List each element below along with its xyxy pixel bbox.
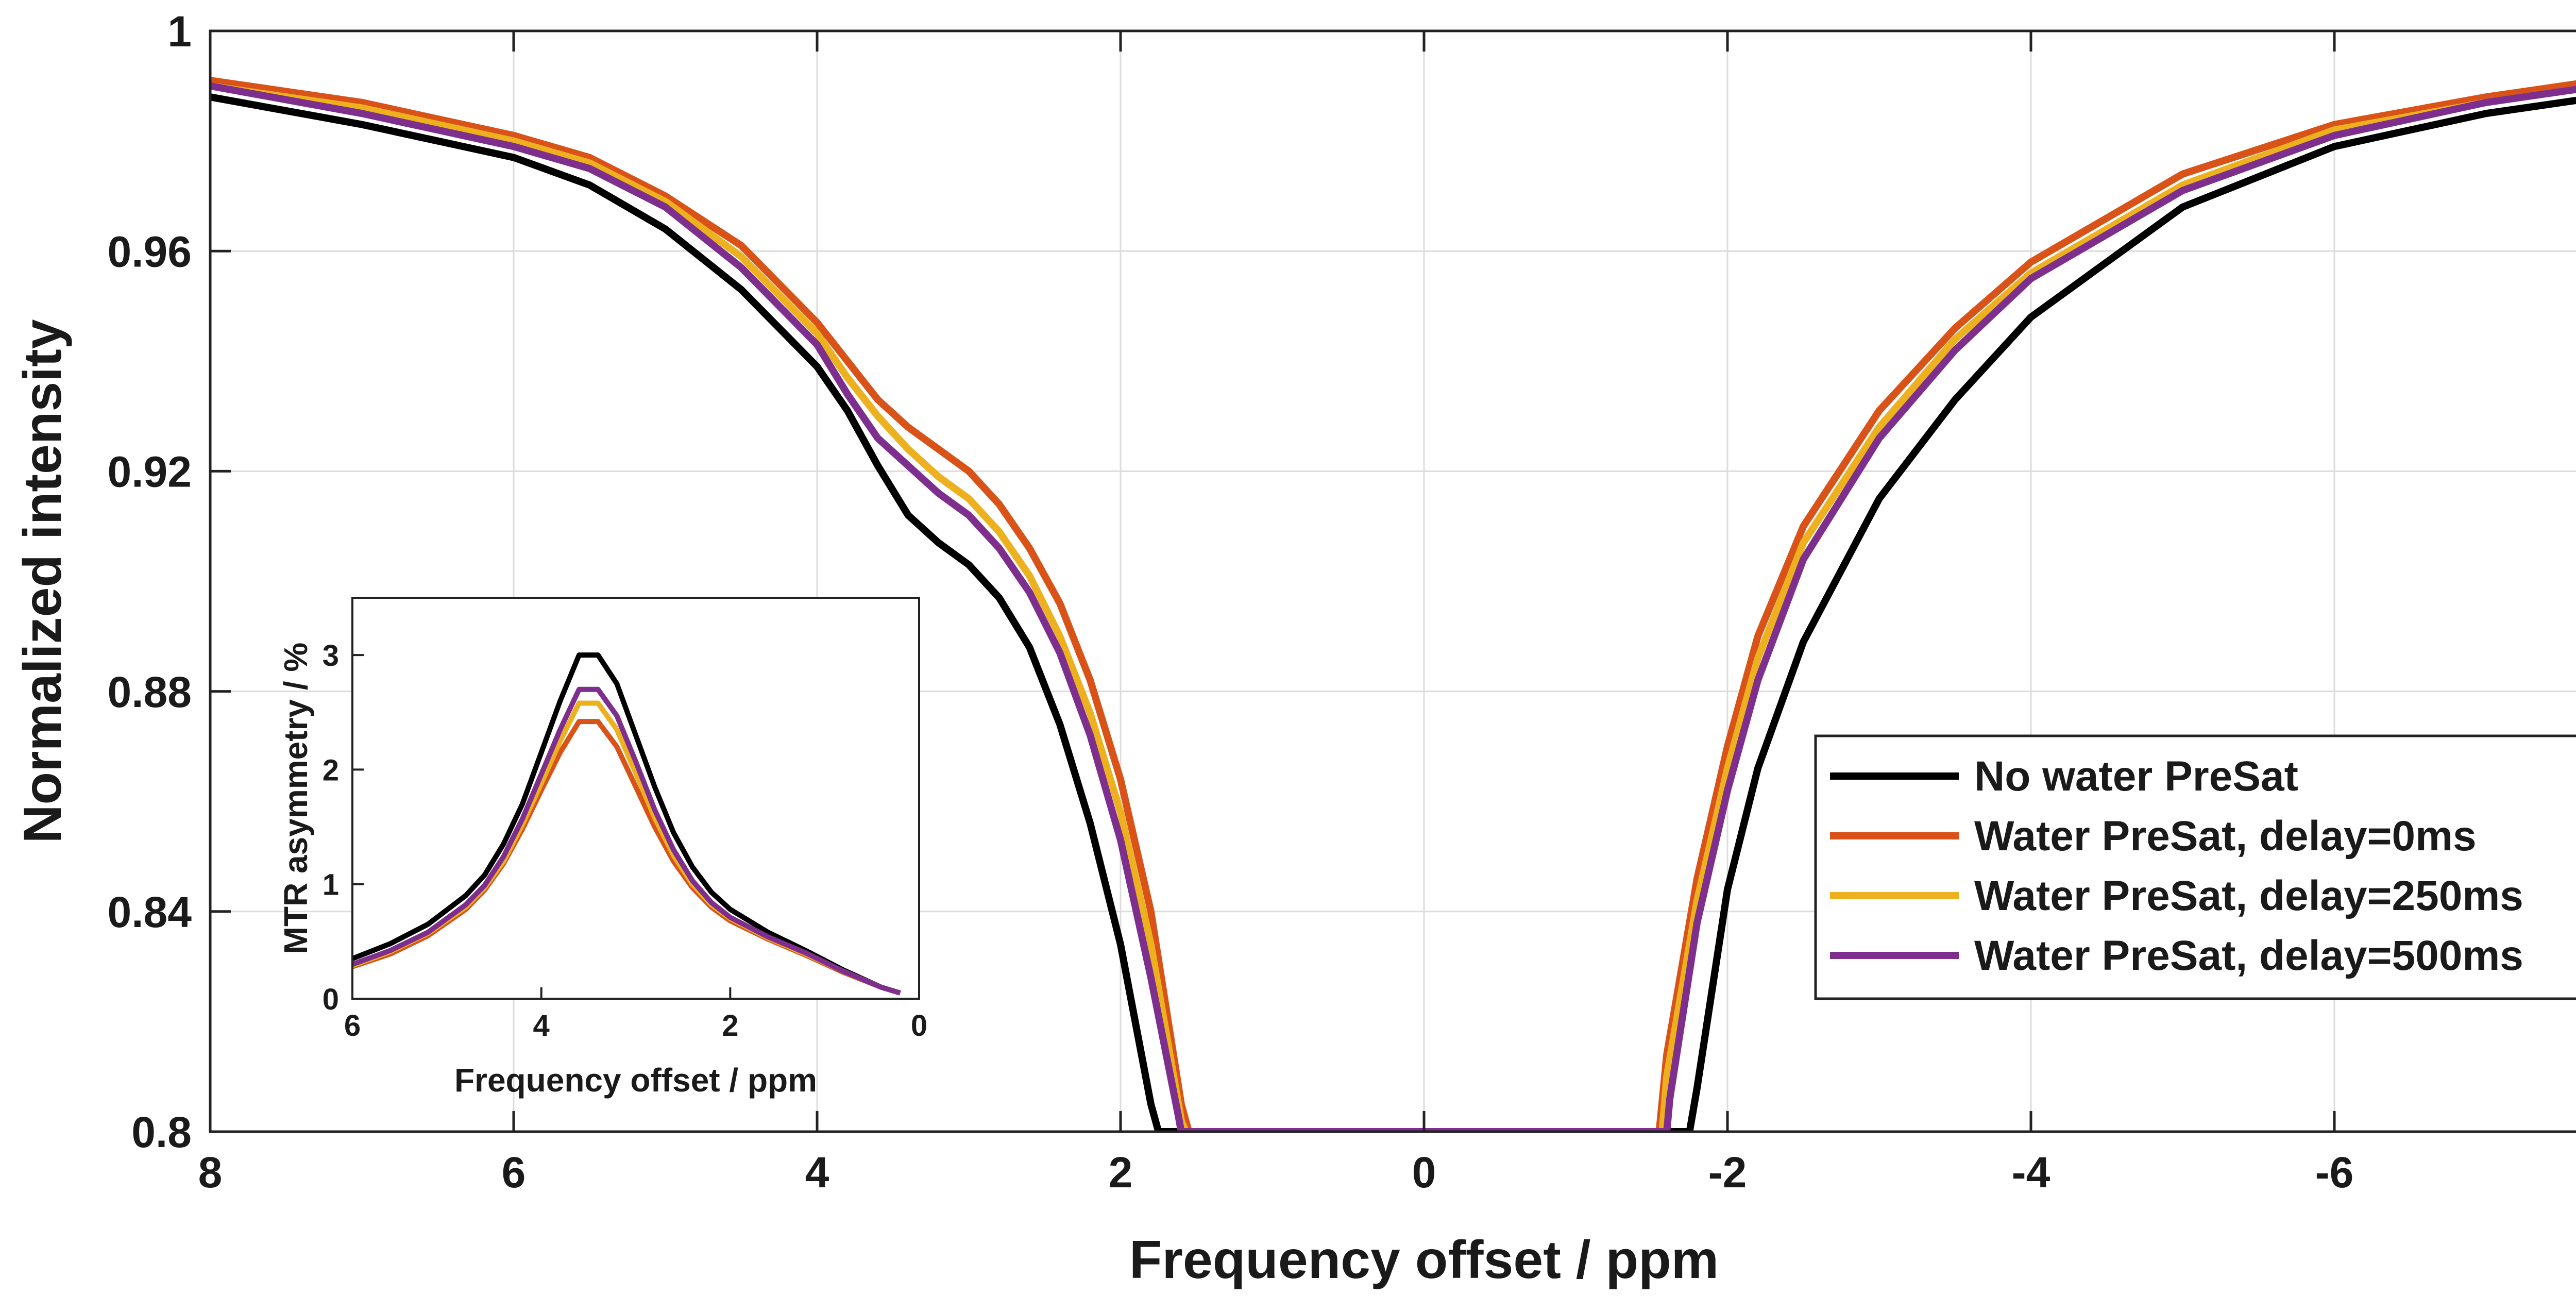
main-x-axis-label: Frequency offset / ppm: [1129, 1230, 1719, 1290]
inset-axes-frame: [351, 597, 920, 1000]
main-y-tick-label: 0.92: [108, 448, 192, 496]
main-x-tick-label: 4: [805, 1148, 829, 1197]
legend-label-water-presat-delay-0ms: Water PreSat, delay=0ms: [1974, 813, 2477, 860]
main-x-tick-label: -4: [2012, 1148, 2050, 1197]
main-x-tick-label: 2: [1109, 1148, 1133, 1197]
main-y-axis-label: Normalized intensity: [13, 319, 73, 843]
inset-series-water-presat-delay-500ms: [352, 686, 901, 996]
main-series-water-presat-delay-500ms: [210, 82, 2576, 1132]
inset-y-tick-label: 2: [323, 753, 339, 787]
inset-y-axis-label: MTR asymmetry / %: [277, 643, 314, 954]
inset-x-tick-label: 4: [533, 1009, 550, 1043]
legend-label-water-presat-delay-250ms: Water PreSat, delay=250ms: [1974, 872, 2523, 919]
legend-label-water-presat-delay-500ms: Water PreSat, delay=500ms: [1974, 932, 2523, 979]
main-x-tick-label: 0: [1412, 1148, 1436, 1197]
inset-chart: 6 4 2 0 0 1 2 3 Frequency offset / ppm MTR asym…: [277, 597, 927, 1099]
legend: No water PreSat Water PreSat, delay=0ms Wa…: [1814, 734, 2576, 1000]
main-plot-area: [210, 77, 2576, 1132]
main-series-no-water-presat: [210, 93, 2576, 1132]
inset-y-tick-label: 3: [323, 639, 339, 673]
main-y-tick-label: 0.96: [108, 227, 192, 276]
inset-x-tick-label: 2: [722, 1009, 738, 1043]
inset-x-axis-label: Frequency offset / ppm: [454, 1062, 817, 1099]
main-y-tick-label: 1: [167, 7, 192, 56]
main-x-tick-label: -6: [2315, 1148, 2354, 1197]
inset-background: [352, 598, 919, 999]
inset-y-tick-label: 0: [323, 983, 339, 1016]
main-x-tick-label: 6: [502, 1148, 526, 1197]
inset-x-tick-label: 0: [911, 1009, 927, 1043]
main-x-tick-label: -2: [1708, 1148, 1747, 1197]
inset-y-tick-label: 1: [323, 868, 339, 902]
main-y-tick-label: 0.88: [108, 668, 192, 716]
main-x-tick-label: 8: [198, 1148, 223, 1197]
main-y-tick-label: 0.84: [108, 888, 192, 936]
inset-ticks: 6 4 2 0 0 1 2 3: [323, 639, 927, 1043]
inset-x-tick-label: 6: [344, 1009, 361, 1043]
inset-series-no-water-presat: [352, 652, 901, 996]
legend-label-no-water-presat: No water PreSat: [1974, 753, 2298, 800]
main-series-water-presat-delay-250ms: [210, 82, 2576, 1132]
main-series-water-presat-delay-0ms: [210, 77, 2576, 1132]
main-y-tick-label: 0.8: [131, 1108, 192, 1156]
